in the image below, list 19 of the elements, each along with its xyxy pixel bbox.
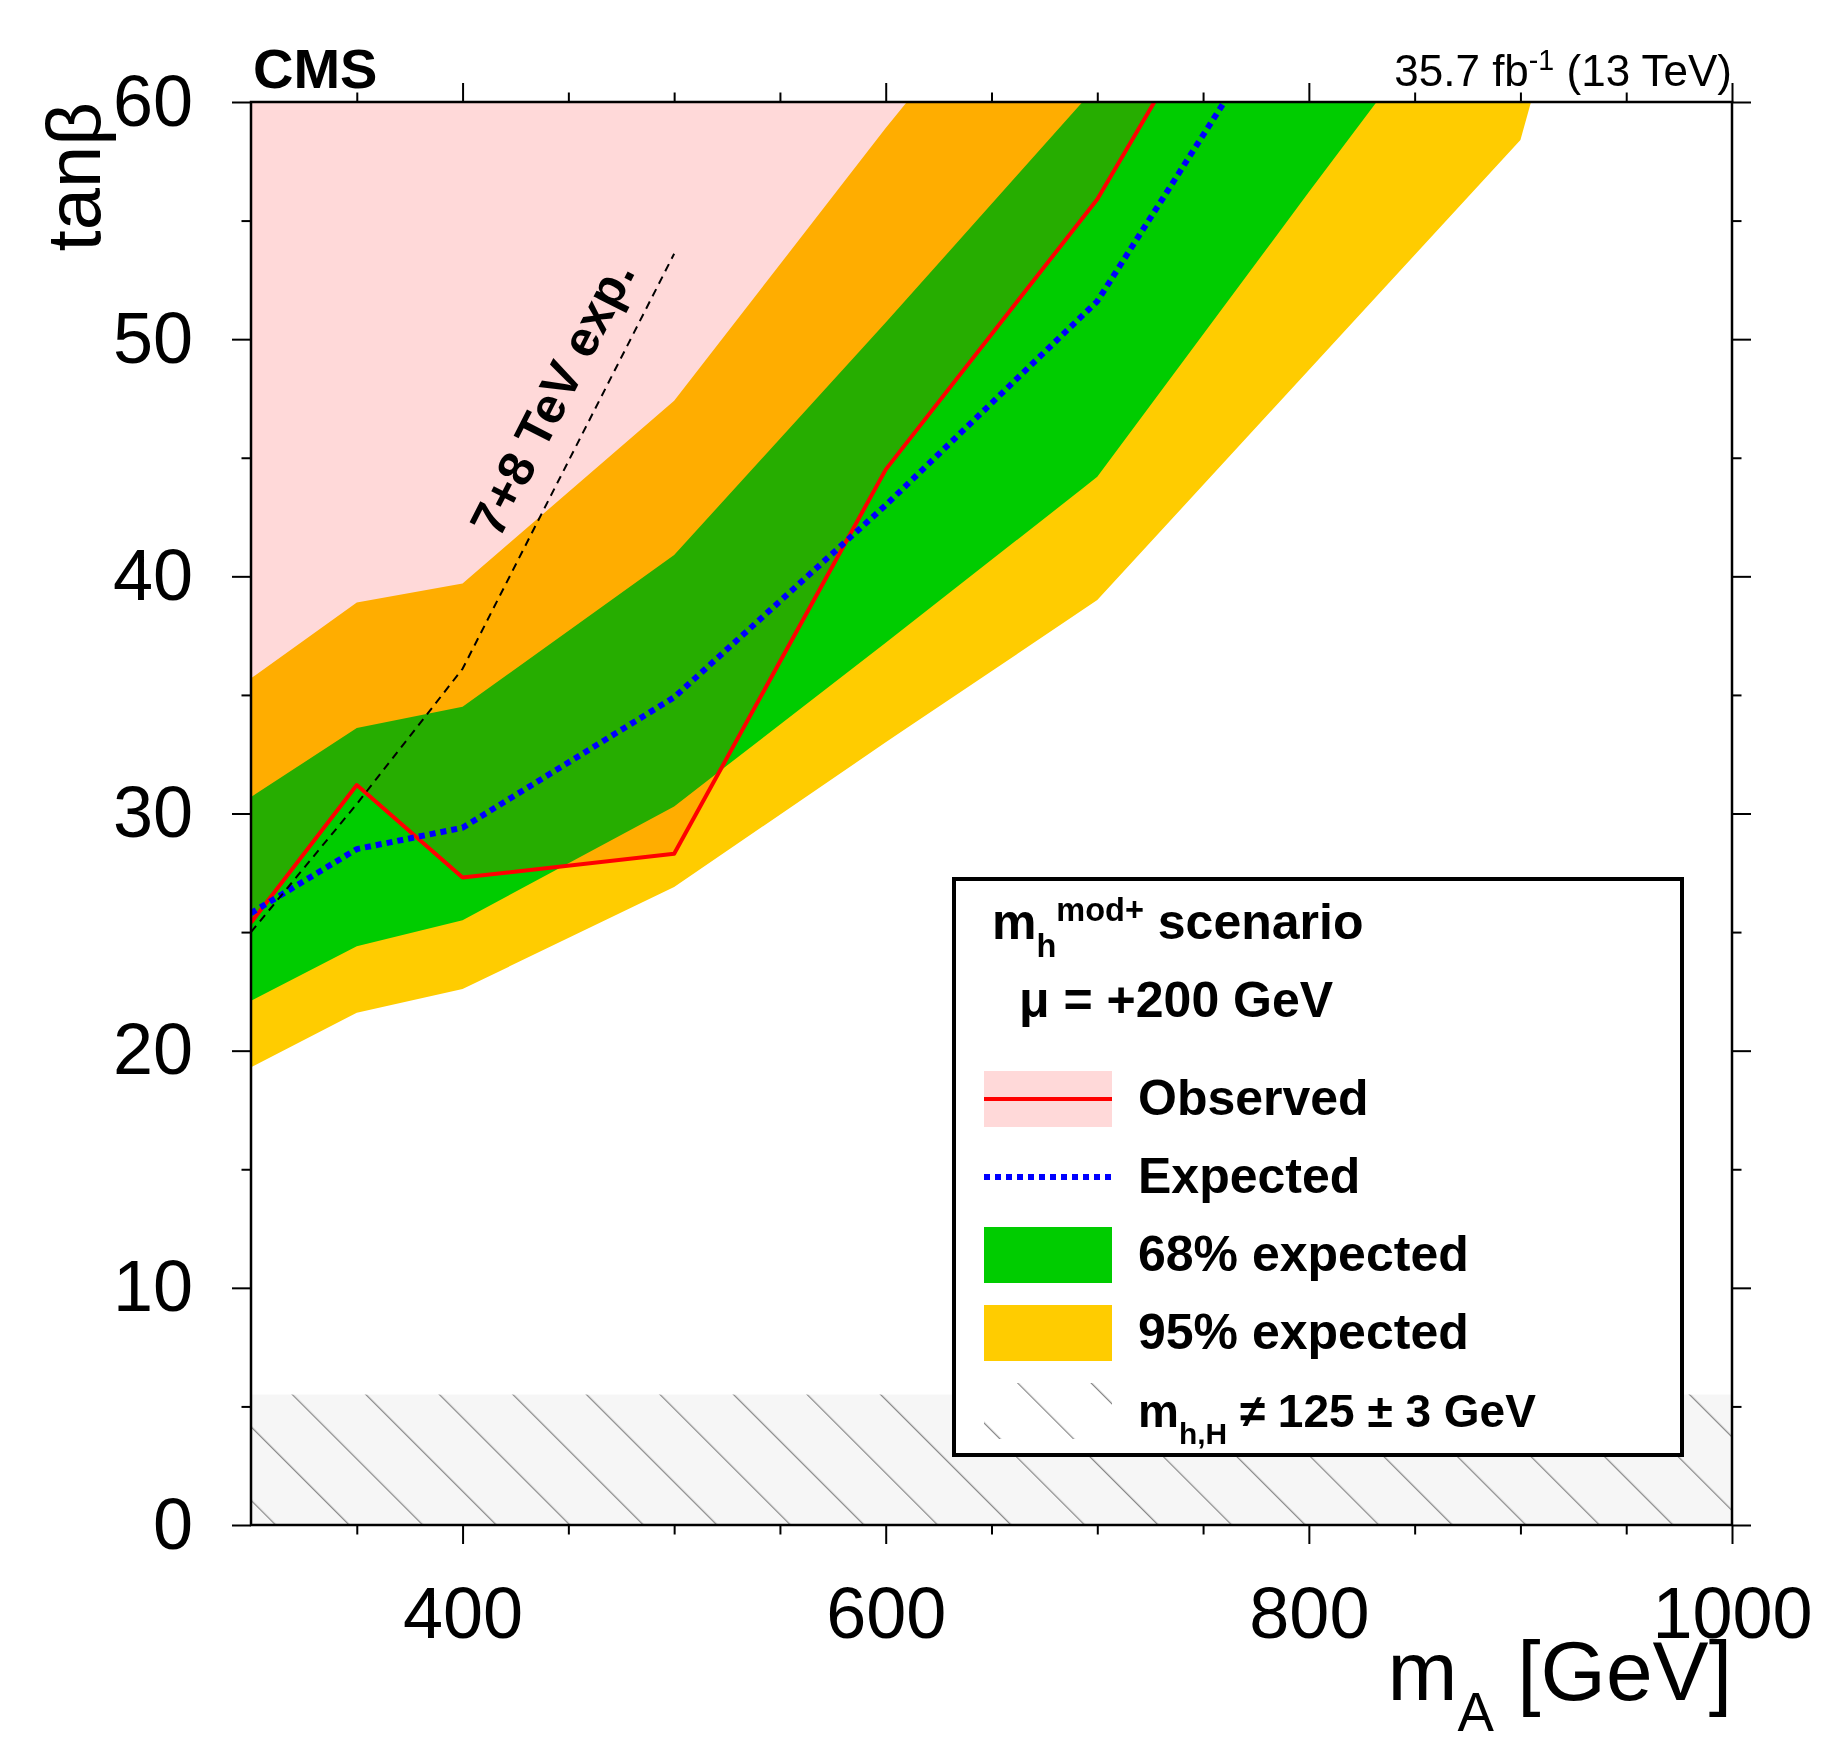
band-label: m$_{h,H}$ ≠ 125 ± 3 GeV	[1138, 1385, 1537, 1450]
legend-label: Expected	[1138, 1148, 1361, 1204]
legend-label: 95% expected	[1138, 1304, 1469, 1360]
y-tick-label: 50	[112, 297, 193, 378]
annotation: μ = +200 GeV	[1019, 972, 1334, 1028]
y-tick-label: 40	[112, 534, 193, 615]
x-tick-label: 800	[1249, 1573, 1370, 1654]
chart-title: CMS	[253, 37, 378, 100]
y-tick-label: 10	[112, 1246, 193, 1327]
x-tick-label: 400	[403, 1573, 524, 1654]
y-tick-label: 20	[112, 1009, 193, 1090]
legend-label: Observed	[1138, 1070, 1369, 1126]
legend-label: 68% expected	[1138, 1226, 1469, 1282]
y-tick-label: 0	[152, 1483, 193, 1564]
x-tick-label: 600	[826, 1573, 947, 1654]
y-tick-label: 30	[112, 772, 193, 853]
annotation: 7+8 TeV exp.	[459, 251, 646, 545]
chart-subtitle: 35.7 fb$^{-1}$ (13 TeV)	[1394, 44, 1732, 95]
legend-title: m$_{h}$$^{mod+}$ scenario	[992, 892, 1364, 964]
